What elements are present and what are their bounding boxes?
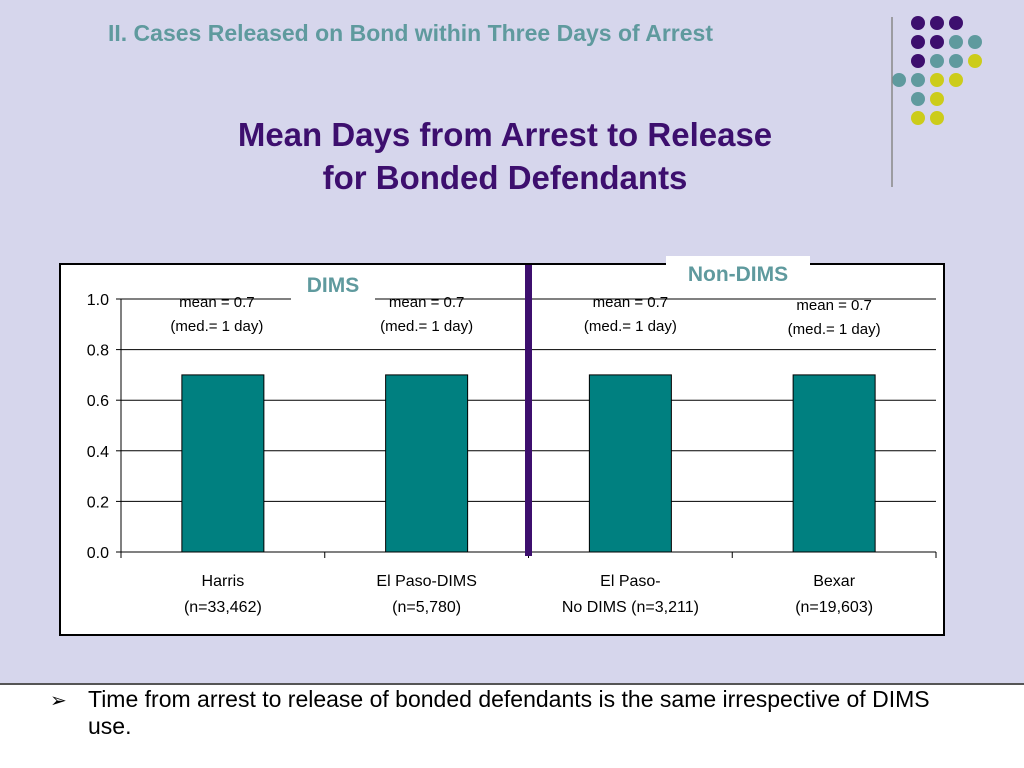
bar-annotation: mean = 0.7 [179,294,254,311]
x-category-label: No DIMS (n=3,211) [562,599,699,616]
x-category-label: El Paso- [600,573,660,590]
decorative-dot [892,73,906,87]
y-tick-label: 0.2 [87,494,109,511]
bar [588,374,672,553]
bar-chart: 0.0 0.2 0.4 0.6 0.8 1.0 mean = 0.7 (med.= 1 day… [87,265,937,616]
decorative-dot [930,73,944,87]
y-tick-label: 1.0 [87,292,109,309]
bar [792,374,876,553]
decorative-dot [949,16,963,30]
bullet-arrow-icon: ➢ [50,690,67,712]
decorative-dot [911,111,925,125]
chart-panel: 0.0 0.2 0.4 0.6 0.8 1.0 mean = 0.7 (med.= 1 day… [59,263,945,636]
bar-annotation: mean = 0.7 [796,297,871,314]
bar-annotation: mean = 0.7 [389,294,464,311]
decorative-dot [968,35,982,49]
decorative-dot [949,35,963,49]
decorative-dot [930,35,944,49]
decorative-dot-grid [891,16,982,187]
decorative-dot [911,16,925,30]
y-tick-label: 0.8 [87,343,109,360]
decorative-dot [911,92,925,106]
x-category-label: Bexar [813,573,855,590]
x-category-label: El Paso-DIMS [376,573,476,590]
content-divider [0,683,1024,685]
bar-annotation: (med.= 1 day) [380,318,473,335]
decorative-dot [968,54,982,68]
decorative-dot [930,92,944,106]
non-dims-group-label: Non-DIMS [666,256,810,294]
bar [385,374,469,553]
dims-group-label: DIMS [291,268,375,304]
bar-annotation: mean = 0.7 [593,294,668,311]
x-category-label: (n=19,603) [795,599,873,616]
bar-annotation: (med.= 1 day) [788,321,881,338]
y-tick-label: 0.6 [87,393,109,410]
y-tick-label: 0.4 [87,444,109,461]
decorative-dot [930,111,944,125]
bar-annotation: (med.= 1 day) [170,318,263,335]
decorative-dot [911,35,925,49]
decorative-dot [930,16,944,30]
y-tick-label: 0.0 [87,545,109,562]
bar-annotation: (med.= 1 day) [584,318,677,335]
decorative-dot [911,73,925,87]
decorative-dot [949,54,963,68]
chart-title-line1: Mean Days from Arrest to Release [237,116,773,153]
x-category-label: (n=33,462) [184,599,262,616]
bar [181,374,265,553]
chart-title: Mean Days from Arrest to Release for Bon… [0,113,1010,199]
chart-title-line2: for Bonded Defendants [322,159,688,196]
bullet-text: Time from arrest to release of bonded de… [88,686,930,739]
decorative-dot [911,54,925,68]
x-category-label: Harris [202,573,245,590]
decorative-dot [949,73,963,87]
decorative-dot [930,54,944,68]
x-category-label: (n=5,780) [392,599,461,616]
section-heading: II. Cases Released on Bond within Three … [108,20,713,46]
